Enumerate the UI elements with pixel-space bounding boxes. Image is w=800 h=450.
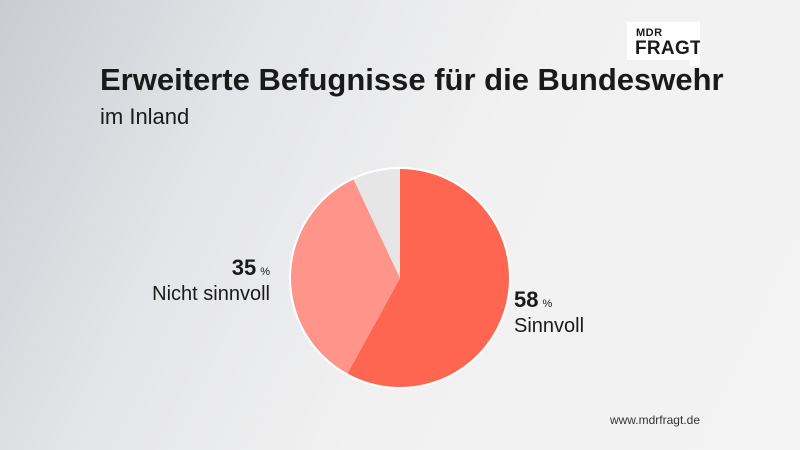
footer-url: www.mdrfragt.de [609,413,700,427]
nicht-sinnvoll-name: Nicht sinnvoll [152,283,270,305]
sinnvoll-unit: % [542,298,553,310]
chart-subtitle: im Inland [100,104,190,129]
pie-slice-rest [353,168,400,278]
mdr-fragt-logo: MDR FRAGT [627,22,700,66]
sinnvoll-name: Sinnvoll [514,315,585,337]
sinnvoll-value: 58 [514,287,539,312]
logo-line-2: FRAGT [635,38,702,59]
slice-label-nicht-sinnvoll: 35% Nicht sinnvoll [152,255,270,306]
nicht-sinnvoll-value: 35 [231,255,257,280]
logo-line-1: MDR [636,27,663,39]
pie-slice-nicht-sinnvoll [290,179,400,374]
chart-title: Erweiterte Befugnisse für die Bundeswehr [100,62,724,97]
slice-label-sinnvoll: 58% Sinnvoll [514,287,584,338]
nicht-sinnvoll-unit: % [260,266,270,278]
pie-slice-sinnvoll [347,169,509,387]
